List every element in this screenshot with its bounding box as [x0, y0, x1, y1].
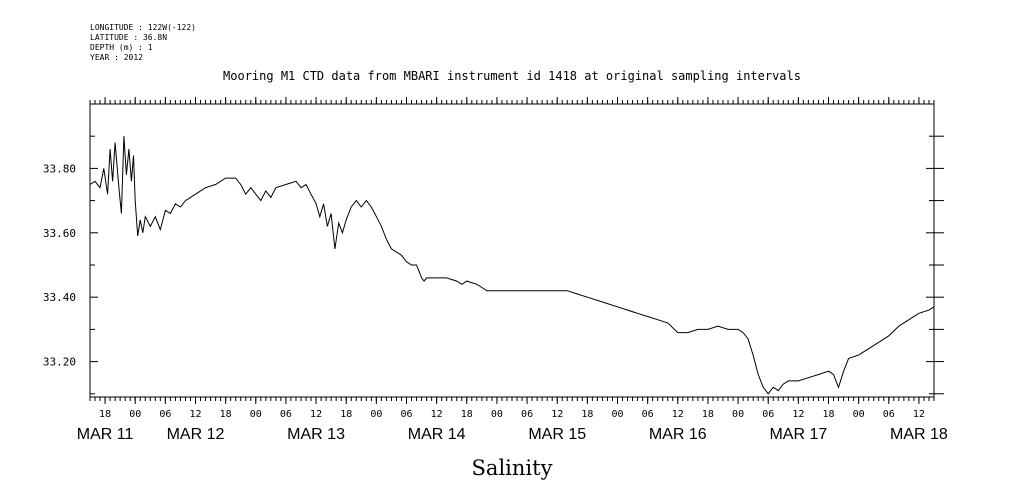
x-tick-label: 00	[853, 409, 865, 420]
x-tick-label: 18	[461, 409, 473, 420]
x-tick-label: 12	[792, 409, 804, 420]
x-tick-label: 00	[250, 409, 262, 420]
longitude-label: LONGITUDE : 122W(-122)	[90, 23, 196, 32]
plot-frame	[89, 103, 935, 398]
x-tick-label: 06	[521, 409, 533, 420]
x-day-label: MAR 15	[528, 426, 586, 443]
y-axis: 33.20 33.40 33.60 33.80	[43, 135, 944, 395]
latitude-label: LATITUDE : 36.8N	[90, 33, 167, 42]
y-tick-label: 33.60	[43, 227, 76, 240]
metadata-block: LONGITUDE : 122W(-122) LATITUDE : 36.8N …	[90, 23, 196, 62]
x-tick-label: 06	[400, 409, 412, 420]
x-tick-label: 00	[129, 409, 141, 420]
x-day-label: MAR 14	[408, 426, 466, 443]
x-axis-day-labels: MAR 11 MAR 12 MAR 13 MAR 14 MAR 15 MAR 16 MAR …	[77, 426, 948, 443]
x-tick-label: 18	[702, 409, 714, 420]
x-day-label: MAR 16	[649, 426, 707, 443]
x-axis: 18 00 06 12 18 00 06 12 18 00 06 12 18 00 06 12 18 00 06 12…	[99, 409, 925, 420]
x-tick-label: 06	[642, 409, 654, 420]
x-tick-label: 12	[431, 409, 443, 420]
x-tick-label: 00	[491, 409, 503, 420]
x-day-label: MAR 18	[890, 426, 948, 443]
major-ticks	[104, 97, 920, 404]
x-tick-label: 12	[551, 409, 563, 420]
y-tick-label: 33.80	[43, 162, 76, 175]
y-tick-label: 33.40	[43, 291, 76, 304]
x-tick-label: 18	[99, 409, 111, 420]
y-tick-label: 33.20	[43, 356, 76, 369]
x-tick-label: 12	[913, 409, 925, 420]
x-day-label: MAR 13	[287, 426, 345, 443]
x-tick-label: 12	[672, 409, 684, 420]
x-tick-label: 06	[762, 409, 774, 420]
x-tick-label: 18	[822, 409, 834, 420]
minor-ticks	[89, 100, 935, 401]
x-tick-label: 12	[310, 409, 322, 420]
x-tick-label: 18	[581, 409, 593, 420]
x-tick-label: 06	[883, 409, 895, 420]
depth-label: DEPTH (m) : 1	[90, 43, 153, 52]
x-tick-label: 06	[159, 409, 171, 420]
x-axis-label: Salinity	[472, 456, 553, 480]
salinity-series-line	[89, 136, 935, 395]
x-tick-label: 00	[370, 409, 382, 420]
year-label: YEAR : 2012	[90, 53, 143, 62]
x-tick-label: 00	[611, 409, 623, 420]
x-tick-label: 18	[220, 409, 232, 420]
x-day-label: MAR 12	[167, 426, 225, 443]
x-tick-label: 00	[732, 409, 744, 420]
x-tick-label: 06	[280, 409, 292, 420]
chart-title: Mooring M1 CTD data from MBARI instrumen…	[223, 69, 801, 83]
x-day-label: MAR 11	[77, 426, 134, 443]
x-tick-label: 12	[189, 409, 201, 420]
x-tick-label: 18	[340, 409, 352, 420]
x-day-label: MAR 17	[769, 426, 827, 443]
